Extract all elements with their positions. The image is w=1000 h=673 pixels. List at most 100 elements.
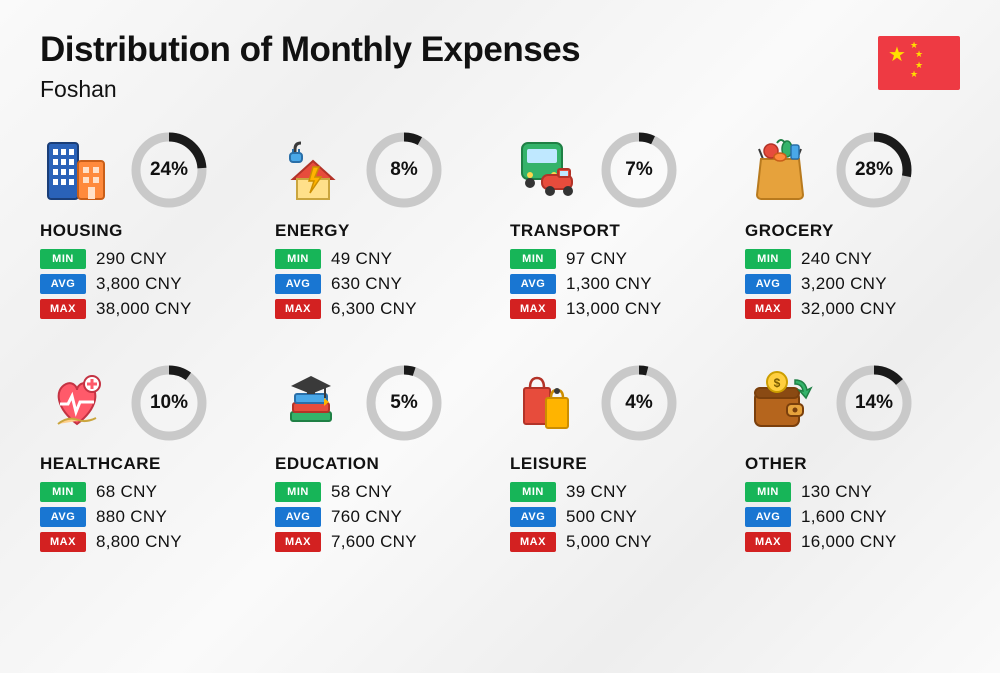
max-badge: MAX xyxy=(510,532,556,552)
max-value: 32,000 CNY xyxy=(801,299,897,319)
percent-label: 10% xyxy=(130,364,208,442)
min-value: 39 CNY xyxy=(566,482,627,502)
min-value: 49 CNY xyxy=(331,249,392,269)
stat-avg: AVG 760 CNY xyxy=(275,507,490,527)
transport-icon xyxy=(510,133,584,207)
max-badge: MAX xyxy=(40,532,86,552)
page-title: Distribution of Monthly Expenses xyxy=(40,30,960,70)
stat-min: MIN 130 CNY xyxy=(745,482,960,502)
category-name: HOUSING xyxy=(40,221,255,241)
category-name: GROCERY xyxy=(745,221,960,241)
avg-badge: AVG xyxy=(40,274,86,294)
max-badge: MAX xyxy=(745,299,791,319)
avg-value: 3,800 CNY xyxy=(96,274,182,294)
stat-avg: AVG 1,300 CNY xyxy=(510,274,725,294)
max-value: 6,300 CNY xyxy=(331,299,417,319)
percent-label: 5% xyxy=(365,364,443,442)
header: Distribution of Monthly Expenses Foshan … xyxy=(40,30,960,103)
min-badge: MIN xyxy=(40,249,86,269)
max-badge: MAX xyxy=(275,532,321,552)
max-value: 13,000 CNY xyxy=(566,299,662,319)
avg-badge: AVG xyxy=(510,507,556,527)
stat-max: MAX 32,000 CNY xyxy=(745,299,960,319)
stat-min: MIN 58 CNY xyxy=(275,482,490,502)
avg-value: 500 CNY xyxy=(566,507,637,527)
percent-label: 8% xyxy=(365,131,443,209)
stat-max: MAX 8,800 CNY xyxy=(40,532,255,552)
max-value: 16,000 CNY xyxy=(801,532,897,552)
percent-label: 7% xyxy=(600,131,678,209)
stat-avg: AVG 630 CNY xyxy=(275,274,490,294)
category-name: EDUCATION xyxy=(275,454,490,474)
min-badge: MIN xyxy=(510,482,556,502)
min-value: 130 CNY xyxy=(801,482,872,502)
avg-badge: AVG xyxy=(275,274,321,294)
min-value: 97 CNY xyxy=(566,249,627,269)
svg-text:$: $ xyxy=(774,376,781,390)
stat-max: MAX 13,000 CNY xyxy=(510,299,725,319)
avg-value: 630 CNY xyxy=(331,274,402,294)
avg-value: 3,200 CNY xyxy=(801,274,887,294)
stat-avg: AVG 1,600 CNY xyxy=(745,507,960,527)
category-card: 4% LEISURE MIN 39 CNY AVG 500 CNY MAX 5,… xyxy=(510,364,725,557)
min-value: 68 CNY xyxy=(96,482,157,502)
stat-max: MAX 38,000 CNY xyxy=(40,299,255,319)
percent-donut: 14% xyxy=(835,364,913,442)
percent-label: 24% xyxy=(130,131,208,209)
stat-min: MIN 97 CNY xyxy=(510,249,725,269)
stat-avg: AVG 880 CNY xyxy=(40,507,255,527)
category-card: 24% HOUSING MIN 290 CNY AVG 3,800 CNY MA… xyxy=(40,131,255,324)
leisure-icon xyxy=(510,366,584,440)
percent-label: 14% xyxy=(835,364,913,442)
stat-max: MAX 7,600 CNY xyxy=(275,532,490,552)
category-name: OTHER xyxy=(745,454,960,474)
max-value: 38,000 CNY xyxy=(96,299,192,319)
stat-min: MIN 68 CNY xyxy=(40,482,255,502)
stat-max: MAX 5,000 CNY xyxy=(510,532,725,552)
min-value: 58 CNY xyxy=(331,482,392,502)
percent-donut: 28% xyxy=(835,131,913,209)
category-grid: 24% HOUSING MIN 290 CNY AVG 3,800 CNY MA… xyxy=(40,131,960,557)
stat-avg: AVG 500 CNY xyxy=(510,507,725,527)
max-badge: MAX xyxy=(40,299,86,319)
education-icon xyxy=(275,366,349,440)
category-card: 7% TRANSPORT MIN 97 CNY AVG 1,300 CNY MA… xyxy=(510,131,725,324)
stat-max: MAX 6,300 CNY xyxy=(275,299,490,319)
category-card: 5% EDUCATION MIN 58 CNY AVG 760 CNY MAX … xyxy=(275,364,490,557)
percent-label: 28% xyxy=(835,131,913,209)
category-name: HEALTHCARE xyxy=(40,454,255,474)
min-badge: MIN xyxy=(275,249,321,269)
stat-min: MIN 290 CNY xyxy=(40,249,255,269)
max-badge: MAX xyxy=(745,532,791,552)
min-badge: MIN xyxy=(745,482,791,502)
grocery-icon xyxy=(745,133,819,207)
city-name: Foshan xyxy=(40,76,960,103)
stat-avg: AVG 3,800 CNY xyxy=(40,274,255,294)
category-name: TRANSPORT xyxy=(510,221,725,241)
percent-donut: 4% xyxy=(600,364,678,442)
min-badge: MIN xyxy=(510,249,556,269)
avg-badge: AVG xyxy=(510,274,556,294)
category-name: ENERGY xyxy=(275,221,490,241)
buildings-icon xyxy=(40,133,114,207)
avg-badge: AVG xyxy=(40,507,86,527)
min-badge: MIN xyxy=(40,482,86,502)
category-name: LEISURE xyxy=(510,454,725,474)
max-value: 5,000 CNY xyxy=(566,532,652,552)
percent-donut: 24% xyxy=(130,131,208,209)
stat-avg: AVG 3,200 CNY xyxy=(745,274,960,294)
avg-value: 1,300 CNY xyxy=(566,274,652,294)
wallet-icon: $ xyxy=(745,366,819,440)
percent-donut: 5% xyxy=(365,364,443,442)
min-badge: MIN xyxy=(275,482,321,502)
avg-badge: AVG xyxy=(745,507,791,527)
category-card: $ 14% OTHER MIN 130 CNY AVG 1,600 CNY MA… xyxy=(745,364,960,557)
min-value: 290 CNY xyxy=(96,249,167,269)
percent-donut: 7% xyxy=(600,131,678,209)
max-value: 8,800 CNY xyxy=(96,532,182,552)
health-icon xyxy=(40,366,114,440)
max-value: 7,600 CNY xyxy=(331,532,417,552)
stat-min: MIN 49 CNY xyxy=(275,249,490,269)
percent-donut: 10% xyxy=(130,364,208,442)
max-badge: MAX xyxy=(510,299,556,319)
